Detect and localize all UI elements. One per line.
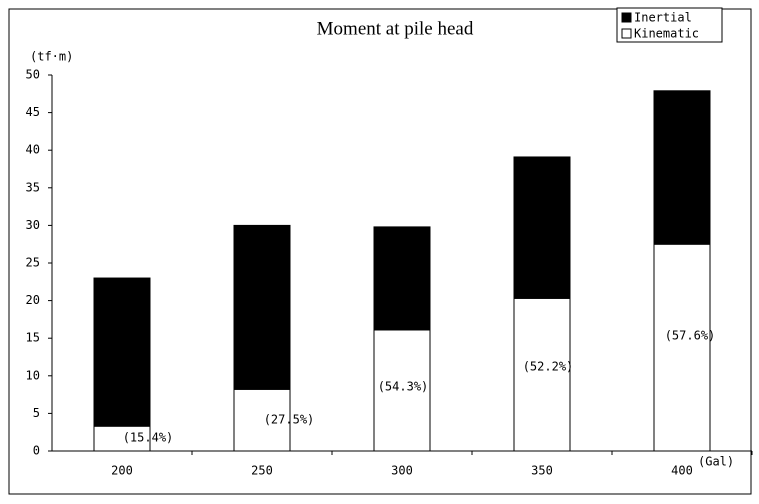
bar-segment xyxy=(373,329,431,452)
y-tick-label: 50 xyxy=(26,68,40,82)
x-tick-label: 250 xyxy=(251,464,273,478)
legend-label: Inertial xyxy=(634,11,692,25)
y-tick-label: 15 xyxy=(26,331,40,345)
annotation: (27.5%) xyxy=(264,413,315,427)
x-tick-label: 300 xyxy=(391,464,413,478)
x-tick-label: 200 xyxy=(111,464,133,478)
x-tick-label: 400 xyxy=(671,464,693,478)
y-tick-label: 30 xyxy=(26,218,40,232)
bar-segment xyxy=(513,156,571,299)
y-axis-label: (tf·m) xyxy=(30,50,73,64)
bar-segment xyxy=(653,90,711,245)
annotation: (54.3%) xyxy=(378,380,429,394)
legend-swatch xyxy=(621,28,632,39)
bar-segment xyxy=(513,297,571,452)
legend-box xyxy=(616,7,723,43)
y-tick-label: 35 xyxy=(26,180,40,194)
annotation: (57.6%) xyxy=(665,329,716,343)
annotation: (15.4%) xyxy=(123,431,174,445)
x-axis-label: (Gal) xyxy=(698,455,734,469)
y-tick-label: 0 xyxy=(33,444,40,458)
bar-segment xyxy=(653,243,711,452)
chart-title: Moment at pile head xyxy=(317,18,474,39)
y-tick-label: 10 xyxy=(26,368,40,382)
y-tick-label: 40 xyxy=(26,143,40,157)
bar-segment xyxy=(373,226,431,331)
bar-segment xyxy=(93,425,151,452)
y-tick-label: 20 xyxy=(26,293,40,307)
legend-label: Kinematic xyxy=(634,27,699,41)
legend-swatch xyxy=(621,12,632,23)
bar-segment xyxy=(233,388,291,452)
x-tick-label: 350 xyxy=(531,464,553,478)
bar-segment xyxy=(233,224,291,390)
y-tick-label: 5 xyxy=(33,406,40,420)
annotation: (52.2%) xyxy=(523,360,574,374)
y-tick-label: 25 xyxy=(26,256,40,270)
y-tick-label: 45 xyxy=(26,105,40,119)
bar-segment xyxy=(93,277,151,427)
